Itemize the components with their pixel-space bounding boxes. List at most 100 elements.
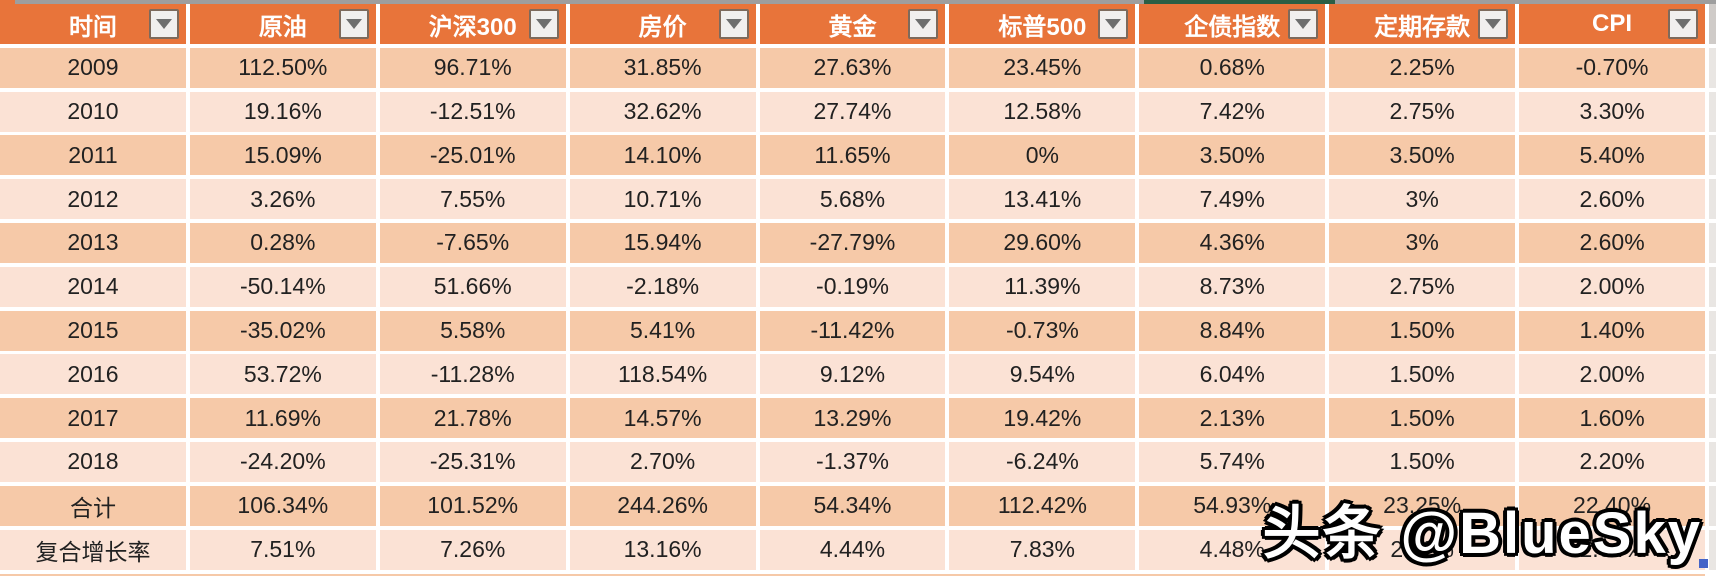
table-cell[interactable]: 4.48% — [1139, 529, 1326, 570]
table-cell[interactable]: 19.16% — [189, 91, 376, 132]
table-cell[interactable]: 3.50% — [1139, 135, 1326, 176]
table-cell[interactable]: 13.16% — [569, 529, 756, 570]
filter-dropdown-button[interactable] — [148, 9, 179, 39]
table-cell[interactable]: 7.49% — [1139, 179, 1326, 220]
table-cell[interactable]: 2.60% — [1519, 179, 1705, 220]
table-cell[interactable]: 106.34% — [189, 485, 376, 526]
table-cell[interactable]: 4.44% — [759, 529, 946, 570]
table-cell[interactable]: 2.00% — [1519, 354, 1705, 395]
table-cell[interactable]: 27.74% — [759, 91, 946, 132]
table-cell[interactable]: 3% — [1329, 179, 1516, 220]
table-cell[interactable]: 8.73% — [1139, 266, 1326, 307]
table-cell[interactable]: 118.54% — [569, 354, 756, 395]
table-cell[interactable]: 96.71% — [379, 47, 566, 88]
table-cell[interactable]: 23.25% — [1329, 485, 1516, 526]
table-cell[interactable]: 11.39% — [949, 266, 1136, 307]
row-label[interactable]: 2014 — [0, 266, 186, 307]
table-cell[interactable]: -7.65% — [379, 222, 566, 263]
filter-dropdown-button[interactable] — [908, 9, 939, 39]
table-cell[interactable]: 31.85% — [569, 47, 756, 88]
table-cell[interactable]: 3.50% — [1329, 135, 1516, 176]
table-cell[interactable]: 5.68% — [759, 179, 946, 220]
table-cell[interactable]: 7.83% — [949, 529, 1136, 570]
table-cell[interactable]: 1.50% — [1329, 354, 1516, 395]
table-cell[interactable]: -12.51% — [379, 91, 566, 132]
table-cell[interactable]: 5.58% — [379, 310, 566, 351]
table-cell[interactable]: 9.54% — [949, 354, 1136, 395]
filter-dropdown-button[interactable] — [528, 9, 559, 39]
table-cell[interactable]: 29.60% — [949, 222, 1136, 263]
table-cell[interactable]: 2.70% — [569, 441, 756, 482]
table-cell[interactable]: 5.41% — [569, 310, 756, 351]
table-cell[interactable]: 54.34% — [759, 485, 946, 526]
table-cell[interactable]: 15.94% — [569, 222, 756, 263]
table-cell[interactable]: 5.40% — [1519, 135, 1705, 176]
table-cell[interactable]: 11.65% — [759, 135, 946, 176]
filter-dropdown-button[interactable] — [1288, 9, 1319, 39]
table-cell[interactable]: 2.75% — [1329, 91, 1516, 132]
table-cell[interactable]: 2.75% — [1329, 266, 1516, 307]
table-cell[interactable]: 2.20% — [1519, 441, 1705, 482]
table-cell[interactable]: -11.28% — [379, 354, 566, 395]
table-cell[interactable]: 2.13% — [1139, 398, 1326, 439]
table-cell[interactable]: 53.72% — [189, 354, 376, 395]
table-cell[interactable]: -11.42% — [759, 310, 946, 351]
table-cell[interactable]: 12.58% — [949, 91, 1136, 132]
table-cell[interactable]: -0.70% — [1519, 47, 1705, 88]
table-cell[interactable]: 7.51% — [189, 529, 376, 570]
table-cell[interactable]: 2.04% — [1519, 529, 1705, 570]
row-label[interactable]: 2011 — [0, 135, 186, 176]
row-label[interactable]: 2010 — [0, 91, 186, 132]
table-cell[interactable]: -6.24% — [949, 441, 1136, 482]
table-cell[interactable]: 6.04% — [1139, 354, 1326, 395]
table-cell[interactable]: 13.29% — [759, 398, 946, 439]
table-cell[interactable]: -25.01% — [379, 135, 566, 176]
table-cell[interactable]: 3.30% — [1519, 91, 1705, 132]
table-cell[interactable]: 4.36% — [1139, 222, 1326, 263]
row-label[interactable]: 2016 — [0, 354, 186, 395]
table-cell[interactable]: 27.63% — [759, 47, 946, 88]
table-cell[interactable]: 9.12% — [759, 354, 946, 395]
table-cell[interactable]: 2.60% — [1519, 222, 1705, 263]
table-cell[interactable]: 11.69% — [189, 398, 376, 439]
table-cell[interactable]: 15.09% — [189, 135, 376, 176]
row-label[interactable]: 2015 — [0, 310, 186, 351]
table-cell[interactable]: 101.52% — [379, 485, 566, 526]
table-cell[interactable]: 8.84% — [1139, 310, 1326, 351]
filter-dropdown-button[interactable] — [1098, 9, 1129, 39]
table-cell[interactable]: 14.10% — [569, 135, 756, 176]
row-label[interactable]: 合计 — [0, 485, 186, 526]
table-cell[interactable]: 22.40% — [1519, 485, 1705, 526]
table-cell[interactable]: 19.42% — [949, 398, 1136, 439]
autofill-handle[interactable] — [1699, 559, 1708, 568]
table-cell[interactable]: -0.73% — [949, 310, 1136, 351]
table-cell[interactable]: 112.50% — [189, 47, 376, 88]
table-cell[interactable]: 23.45% — [949, 47, 1136, 88]
table-cell[interactable]: 1.50% — [1329, 441, 1516, 482]
table-cell[interactable]: 7.42% — [1139, 91, 1326, 132]
table-cell[interactable]: 54.93% — [1139, 485, 1326, 526]
table-cell[interactable]: 0.28% — [189, 222, 376, 263]
row-label[interactable]: 复合增长率 — [0, 529, 186, 570]
table-cell[interactable]: 32.62% — [569, 91, 756, 132]
table-cell[interactable]: 1.40% — [1519, 310, 1705, 351]
table-cell[interactable]: 2.00% — [1519, 266, 1705, 307]
table-cell[interactable]: -2.18% — [569, 266, 756, 307]
table-cell[interactable]: 0% — [949, 135, 1136, 176]
table-cell[interactable]: -1.37% — [759, 441, 946, 482]
table-cell[interactable]: -50.14% — [189, 266, 376, 307]
table-cell[interactable]: -35.02% — [189, 310, 376, 351]
table-cell[interactable]: 1.50% — [1329, 398, 1516, 439]
table-cell[interactable]: 112.42% — [949, 485, 1136, 526]
table-cell[interactable]: 1.60% — [1519, 398, 1705, 439]
table-cell[interactable]: 21.78% — [379, 398, 566, 439]
table-cell[interactable]: 3.26% — [189, 179, 376, 220]
table-cell[interactable]: 7.55% — [379, 179, 566, 220]
table-cell[interactable]: 10.71% — [569, 179, 756, 220]
row-label[interactable]: 2012 — [0, 179, 186, 220]
table-cell[interactable]: 1.50% — [1329, 310, 1516, 351]
table-cell[interactable]: 3% — [1329, 222, 1516, 263]
row-label[interactable]: 2018 — [0, 441, 186, 482]
row-label[interactable]: 2017 — [0, 398, 186, 439]
filter-dropdown-button[interactable] — [338, 9, 369, 39]
